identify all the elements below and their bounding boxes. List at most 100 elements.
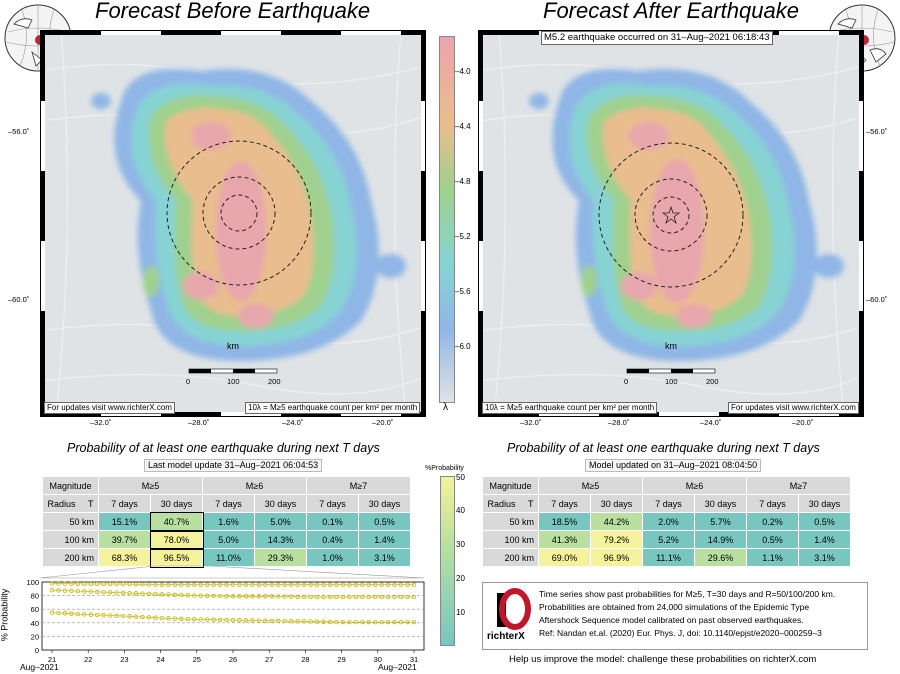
- ts-ytick-label: 60: [31, 605, 39, 614]
- prob-cell: 44.2%: [590, 512, 643, 531]
- ts-xtick-label: 27: [265, 655, 273, 664]
- ts-xtick-label: 31: [410, 655, 418, 664]
- prob-cell: 5.0%: [254, 512, 307, 531]
- right-lon-label-32: –32.0˚: [520, 418, 542, 427]
- prob-cell: 11.1%: [642, 548, 695, 567]
- prob-cell: 1.6%: [202, 512, 255, 531]
- prob-cell: 14.3%: [254, 530, 307, 549]
- right-scale-label: km: [665, 341, 677, 351]
- t-header: T: [528, 498, 534, 509]
- radius-50: 50 km: [482, 512, 539, 531]
- left-lat-label-56: –56.0˚: [8, 127, 30, 136]
- ts-ytick-label: 40: [31, 619, 39, 628]
- d30-header: 30 days: [590, 494, 643, 513]
- ts-series-2-line: [51, 612, 414, 623]
- radius-50: 50 km: [42, 512, 99, 531]
- probability-colorbar: [440, 476, 455, 646]
- prob-cell: 5.2%: [642, 530, 695, 549]
- ts-ylabel: % Probability: [0, 588, 10, 642]
- prob-cell: 3.1%: [798, 548, 851, 567]
- prob-cell: 3.1%: [358, 548, 411, 567]
- zoom-connector: [39, 565, 425, 579]
- prob-colorbar-tick-30: 30: [456, 540, 465, 549]
- prob-cell: 40.7%: [149, 511, 204, 532]
- ts-ytick-label: 20: [31, 632, 39, 641]
- left-lon-label-28: –28.0˚: [188, 418, 210, 427]
- d30-header: 30 days: [358, 494, 411, 513]
- m7-header: M≥7: [306, 476, 411, 495]
- d30-header: 30 days: [798, 494, 851, 513]
- ts-ytick-label: 80: [31, 592, 39, 601]
- t-header: T: [88, 498, 94, 509]
- right-lat-label-60: –60.0˚: [866, 295, 888, 304]
- prob-cell: 39.7%: [98, 530, 151, 549]
- radius-header: Radius: [487, 498, 516, 509]
- radius-header: Radius: [47, 498, 76, 509]
- prob-cell: 41.3%: [538, 530, 591, 549]
- footer-link[interactable]: Help us improve the model: challenge the…: [509, 654, 817, 665]
- radius-100: 100 km: [42, 530, 99, 549]
- left-prob-subtitle: Last model update 31–Aug–2021 06:04:53: [144, 459, 323, 472]
- left-update-note: For updates visit www.richterX.com: [44, 402, 175, 414]
- prob-cell: 0.5%: [746, 530, 799, 549]
- d7-header: 7 days: [202, 494, 255, 513]
- colorbar-tick-4-4: –4.4: [455, 122, 471, 131]
- right-probability-table: Magnitude M≥5 M≥6 M≥7 Radius T 7 days 30…: [482, 476, 851, 567]
- right-unit-note: 10λ = M≥5 earthquake count per km² per m…: [482, 402, 658, 414]
- m6-header: M≥6: [642, 476, 747, 495]
- prob-cell: 15.1%: [98, 512, 151, 531]
- right-lon-label-24: –24.0˚: [700, 418, 722, 427]
- ts-xtick-label: 23: [120, 655, 128, 664]
- m5-header: M≥5: [98, 476, 203, 495]
- prob-cell: 1.1%: [746, 548, 799, 567]
- prob-cell: 5.7%: [694, 512, 747, 531]
- prob-cell: 1.4%: [358, 530, 411, 549]
- right-lat-label-56: –56.0˚: [866, 127, 888, 136]
- left-forecast-map[interactable]: km 0 100 200 For updates visit www.richt…: [40, 30, 426, 417]
- d30-header: 30 days: [150, 494, 203, 513]
- d7-header: 7 days: [746, 494, 799, 513]
- legend-line-3: Aftershock Sequence model calibrated on …: [539, 615, 804, 625]
- prob-cell: 18.5%: [538, 512, 591, 531]
- left-lon-label-24: –24.0˚: [282, 418, 304, 427]
- right-forecast-map[interactable]: M5.2 earthquake occurred on 31–Aug–2021 …: [478, 30, 864, 417]
- prob-colorbar-tick-20: 20: [456, 574, 465, 583]
- d30-header: 30 days: [254, 494, 307, 513]
- ts-x-start-label: Aug–2021: [20, 662, 59, 672]
- prob-cell: 29.6%: [694, 548, 747, 567]
- radius-200: 200 km: [482, 548, 539, 567]
- colorbar-tick-5-6: –5.6: [455, 287, 471, 296]
- radius-t-header: Radius T: [42, 494, 99, 513]
- radius-100: 100 km: [482, 530, 539, 549]
- prob-cell: 68.3%: [98, 548, 151, 567]
- ts-xtick-label: 22: [84, 655, 92, 664]
- right-quake-note: M5.2 earthquake occurred on 31–Aug–2021 …: [541, 31, 773, 45]
- magnitude-header: Magnitude: [482, 476, 539, 495]
- left-probability-table: Magnitude M≥5 M≥6 M≥7 Radius T 7 days 30…: [42, 476, 411, 568]
- prob-cell: 0.2%: [746, 512, 799, 531]
- prob-colorbar-label: %Probability: [425, 465, 464, 472]
- ts-xtick-label: 21: [48, 655, 56, 664]
- prob-colorbar-tick-50: 50: [456, 473, 465, 482]
- left-lon-label-32: –32.0˚: [90, 418, 112, 427]
- left-scale-label: km: [227, 341, 239, 351]
- prob-cell: 0.5%: [798, 512, 851, 531]
- d7-header: 7 days: [538, 494, 591, 513]
- right-prob-title: Probability of at least one earthquake d…: [507, 441, 820, 455]
- ts-xtick-label: 25: [193, 655, 201, 664]
- d7-header: 7 days: [98, 494, 151, 513]
- legend-line-4: Ref: Nandan et.al. (2020) Eur. Phys. J, …: [539, 628, 822, 638]
- prob-cell: 11.0%: [202, 548, 255, 567]
- left-scale-tick-100: 100: [227, 377, 240, 386]
- left-scale-tick-200: 200: [268, 377, 281, 386]
- ts-xtick-label: 30: [374, 655, 382, 664]
- right-scale-tick-0: 0: [624, 377, 629, 386]
- probability-timeseries-chart: 0 20 40 60 80 100 21 22 23 24 25 26 27 28 29 30 31: [26, 565, 425, 664]
- left-scale-tick-0: 0: [186, 377, 191, 386]
- colorbar-tick-6-0: –6.0: [455, 342, 471, 351]
- richterx-logo-text: richterX: [487, 631, 525, 642]
- radius-t-header: Radius T: [482, 494, 539, 513]
- m7-header: M≥7: [746, 476, 851, 495]
- prob-cell: 0.1%: [306, 512, 359, 531]
- prob-cell: 0.5%: [358, 512, 411, 531]
